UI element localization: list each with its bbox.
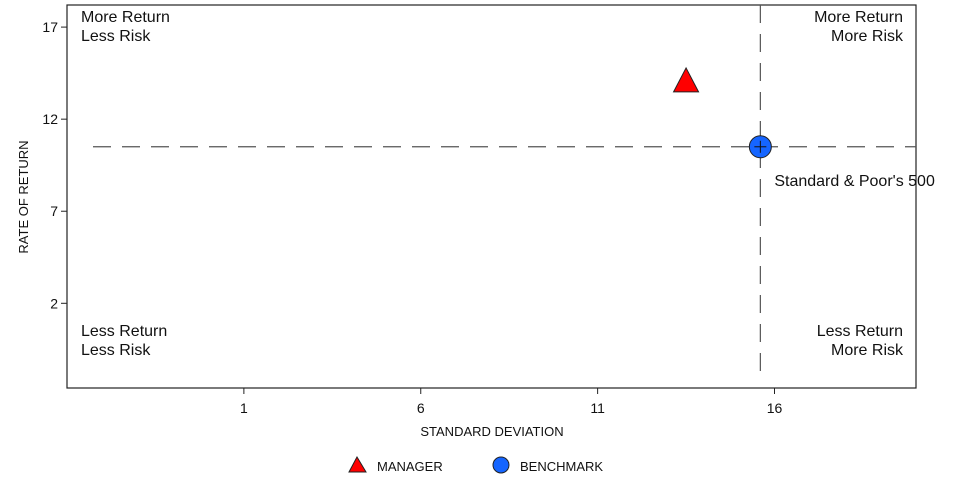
x-axis-ticks: 1 6 11 16: [240, 388, 783, 416]
y-tick-label: 7: [50, 203, 58, 219]
y-axis-title: RATE OF RETURN: [16, 140, 31, 253]
quadrant-top-right-line2: More Risk: [831, 28, 904, 45]
reference-lines: [93, 5, 916, 372]
quadrant-bottom-left-line1: Less Return: [81, 323, 167, 340]
legend-benchmark-marker: [492, 456, 510, 474]
x-tick-label: 16: [767, 400, 783, 416]
y-tick-label: 12: [42, 111, 58, 127]
manager-point-marker: [672, 66, 700, 93]
x-axis-title: STANDARD DEVIATION: [420, 424, 563, 439]
legend: MANAGER BENCHMARK: [348, 455, 603, 474]
plot-frame: [66, 4, 917, 389]
legend-manager-label: MANAGER: [377, 459, 443, 474]
quadrant-top-right-line1: More Return: [814, 9, 903, 26]
quadrant-bottom-right-line2: More Risk: [831, 342, 904, 359]
data-points: Standard & Poor's 500: [672, 66, 935, 190]
quadrant-bottom-right-line1: Less Return: [817, 323, 903, 340]
x-tick-label: 6: [417, 400, 425, 416]
quadrant-bottom-left-line2: Less Risk: [81, 342, 151, 359]
x-tick-label: 1: [240, 400, 248, 416]
legend-manager-marker: [348, 455, 367, 473]
quadrant-top-left-line2: Less Risk: [81, 28, 151, 45]
y-tick-label: 17: [42, 19, 58, 35]
legend-benchmark-label: BENCHMARK: [520, 459, 603, 474]
benchmark-point-label: Standard & Poor's 500: [774, 173, 935, 190]
y-axis-ticks: 2 7 12 17: [42, 19, 67, 311]
x-tick-label: 11: [590, 400, 605, 416]
y-tick-label: 2: [50, 295, 58, 311]
quadrant-top-left-line1: More Return: [81, 9, 170, 26]
